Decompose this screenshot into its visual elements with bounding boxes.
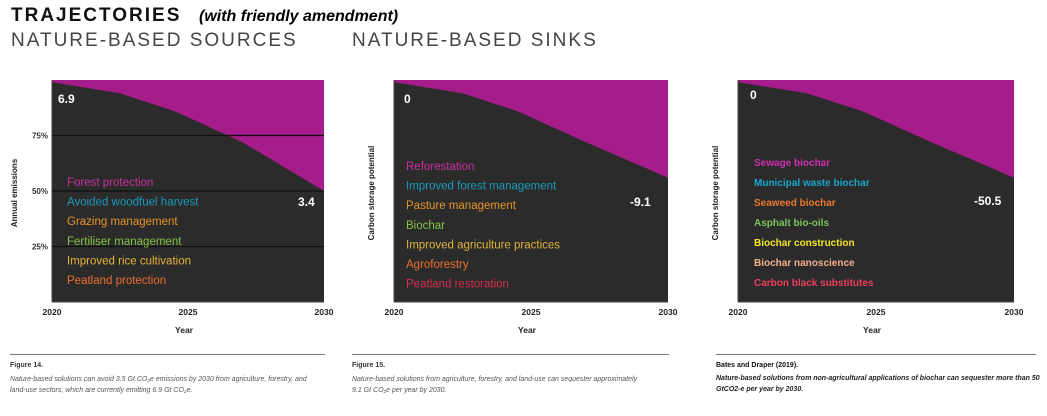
start-value-label: 0 <box>750 88 757 102</box>
legend-label-reforestation: Reforestation <box>406 161 474 173</box>
y-axis-title: Carbon storage potential <box>711 146 720 241</box>
legend-label-pasture-management: Pasture management <box>406 200 517 212</box>
start-value-label: 6.9 <box>58 92 75 106</box>
legend-label-improved-agriculture-practices: Improved agriculture practices <box>406 239 560 251</box>
x-tick-label: 2030 <box>659 307 678 317</box>
legend-label-carbon-black-substitutes: Carbon black substitutes <box>754 278 874 289</box>
legend-label-municipal-waste-biochar: Municipal waste biochar <box>754 178 870 189</box>
x-tick-label: 2025 <box>522 307 541 317</box>
page-title: TRAJECTORIES <box>11 5 182 26</box>
end-value-label: -50.5 <box>974 194 1002 208</box>
chart-panel-2 <box>393 80 668 303</box>
legend-label-avoided-woodfuel-harvest: Avoided woodfuel harvest <box>67 197 199 209</box>
legend-label-biochar-construction: Biochar construction <box>754 238 855 249</box>
caption-divider <box>10 354 325 355</box>
x-axis-title: Year <box>863 325 882 335</box>
x-tick-label: 2025 <box>179 307 198 317</box>
x-tick-label: 2030 <box>315 307 334 317</box>
legend-label-seaweed-biochar: Seaweed biochar <box>754 198 836 209</box>
y-tick-label: 25% <box>32 243 48 252</box>
x-tick-label: 2025 <box>867 307 886 317</box>
x-tick-label: 2030 <box>1005 307 1024 317</box>
legend-label-fertiliser-management: Fertiliser management <box>67 236 182 248</box>
end-value-label: 3.4 <box>298 195 315 209</box>
chart-panel-1 <box>51 80 324 303</box>
title-amendment: (with friendly amendment) <box>199 8 399 25</box>
figure-14-caption-title: Figure 14. <box>10 362 44 369</box>
legend-label-peatland-protection: Peatland protection <box>67 275 166 287</box>
chart-panel-3 <box>737 80 1014 303</box>
sinks-heading: NATURE-BASED SINKS <box>352 30 598 51</box>
y-axis-title: Carbon storage potential <box>367 146 376 241</box>
x-tick-label: 2020 <box>729 307 748 317</box>
figure-15-caption-title: Figure 15. <box>352 362 386 369</box>
caption-divider <box>352 354 669 355</box>
x-tick-label: 2020 <box>385 307 404 317</box>
series-area-reforestation <box>394 80 668 211</box>
x-tick-label: 2020 <box>43 307 62 317</box>
end-value-label: -9.1 <box>630 195 651 209</box>
legend-label-grazing-management: Grazing management <box>67 216 178 228</box>
legend-label-sewage-biochar: Sewage biochar <box>754 158 830 169</box>
figure-14-caption-text: Nature-based solutions can avoid 3.5 Gt … <box>10 376 307 394</box>
source-caption-text: Nature-based solutions from non-agricult… <box>716 375 1040 393</box>
y-axis-title: Annual emissions <box>10 158 19 227</box>
x-axis-title: Year <box>518 325 537 335</box>
legend-label-biochar-nanoscience: Biochar nanoscience <box>754 258 855 269</box>
legend-label-forest-protection: Forest protection <box>67 177 153 189</box>
legend-label-asphalt-bio-oils: Asphalt bio-oils <box>754 218 829 229</box>
sources-heading: NATURE-BASED SOURCES <box>11 30 298 51</box>
caption-divider <box>716 354 1036 355</box>
legend-label-agroforestry: Agroforestry <box>406 259 469 271</box>
series-area-forest-protection <box>52 80 324 240</box>
baseline-area <box>738 82 1014 302</box>
start-value-label: 0 <box>404 92 411 106</box>
figure-15-caption-text: Nature-based solutions from agriculture,… <box>352 376 638 394</box>
y-tick-label: 50% <box>32 187 48 196</box>
legend-label-improved-forest-management: Improved forest management <box>406 181 557 193</box>
baseline-area <box>394 82 668 302</box>
source-caption-title: Bates and Draper (2019). <box>716 362 799 369</box>
series-area-sewage-biochar <box>738 80 1014 211</box>
x-axis-title: Year <box>175 325 194 335</box>
legend-label-peatland-restoration: Peatland restoration <box>406 279 509 291</box>
legend-label-biochar: Biochar <box>406 220 445 232</box>
legend-label-improved-rice-cultivation: Improved rice cultivation <box>67 255 191 267</box>
y-tick-label: 75% <box>32 132 48 141</box>
